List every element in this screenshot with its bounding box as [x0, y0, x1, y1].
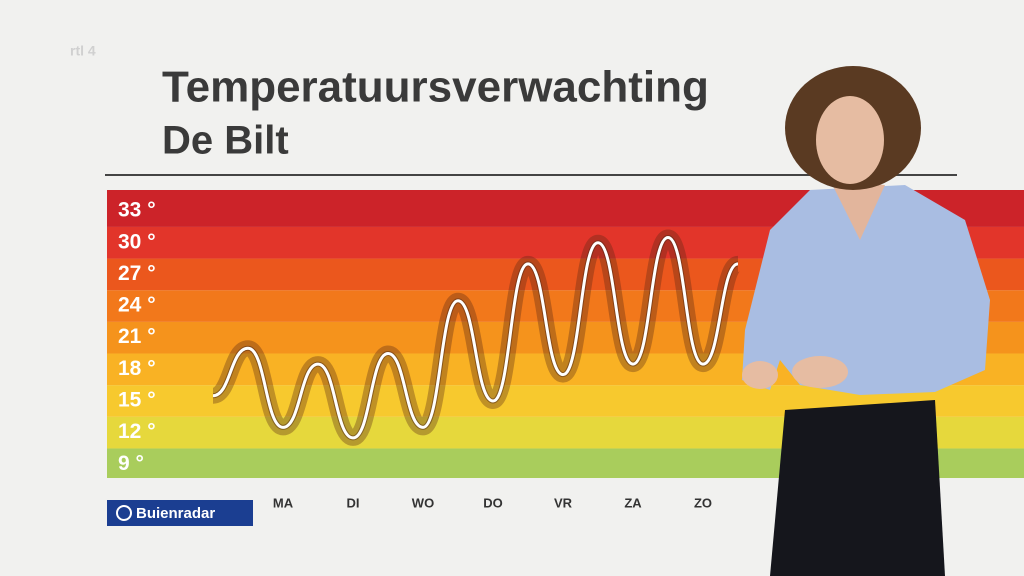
presenter — [742, 66, 990, 576]
source-label: Buienradar — [136, 505, 215, 522]
channel-logo: rtl 4 — [70, 43, 96, 59]
y-tick-label: 33 ° — [118, 199, 156, 222]
presenter-hand — [792, 356, 848, 388]
x-tick-label: MA — [273, 495, 294, 510]
presenter-blouse — [742, 185, 990, 395]
y-tick-label: 21 ° — [118, 325, 156, 348]
presenter-hand — [742, 361, 778, 389]
x-tick-label: ZO — [694, 495, 712, 510]
y-tick-label: 12 ° — [118, 420, 156, 443]
x-tick-label: ZA — [624, 495, 642, 510]
y-tick-label: 27 ° — [118, 262, 156, 285]
y-tick-label: 15 ° — [118, 389, 156, 412]
chart-subtitle: De Bilt — [162, 119, 289, 163]
y-tick-label: 30 ° — [118, 230, 156, 253]
x-tick-label: DO — [483, 495, 503, 510]
x-tick-label: WO — [412, 495, 434, 510]
temperature-line — [212, 235, 739, 440]
x-tick-label: VR — [554, 495, 573, 510]
y-tick-label: 9 ° — [118, 452, 144, 475]
presenter-face — [816, 96, 884, 184]
y-tick-label: 18 ° — [118, 357, 156, 380]
y-tick-label: 24 ° — [118, 294, 156, 317]
presenter-neck — [830, 180, 885, 240]
x-tick-label: DI — [347, 495, 360, 510]
presenter-trousers — [770, 400, 945, 576]
chart-title: Temperatuursverwachting — [162, 63, 709, 112]
source-icon — [116, 505, 132, 521]
